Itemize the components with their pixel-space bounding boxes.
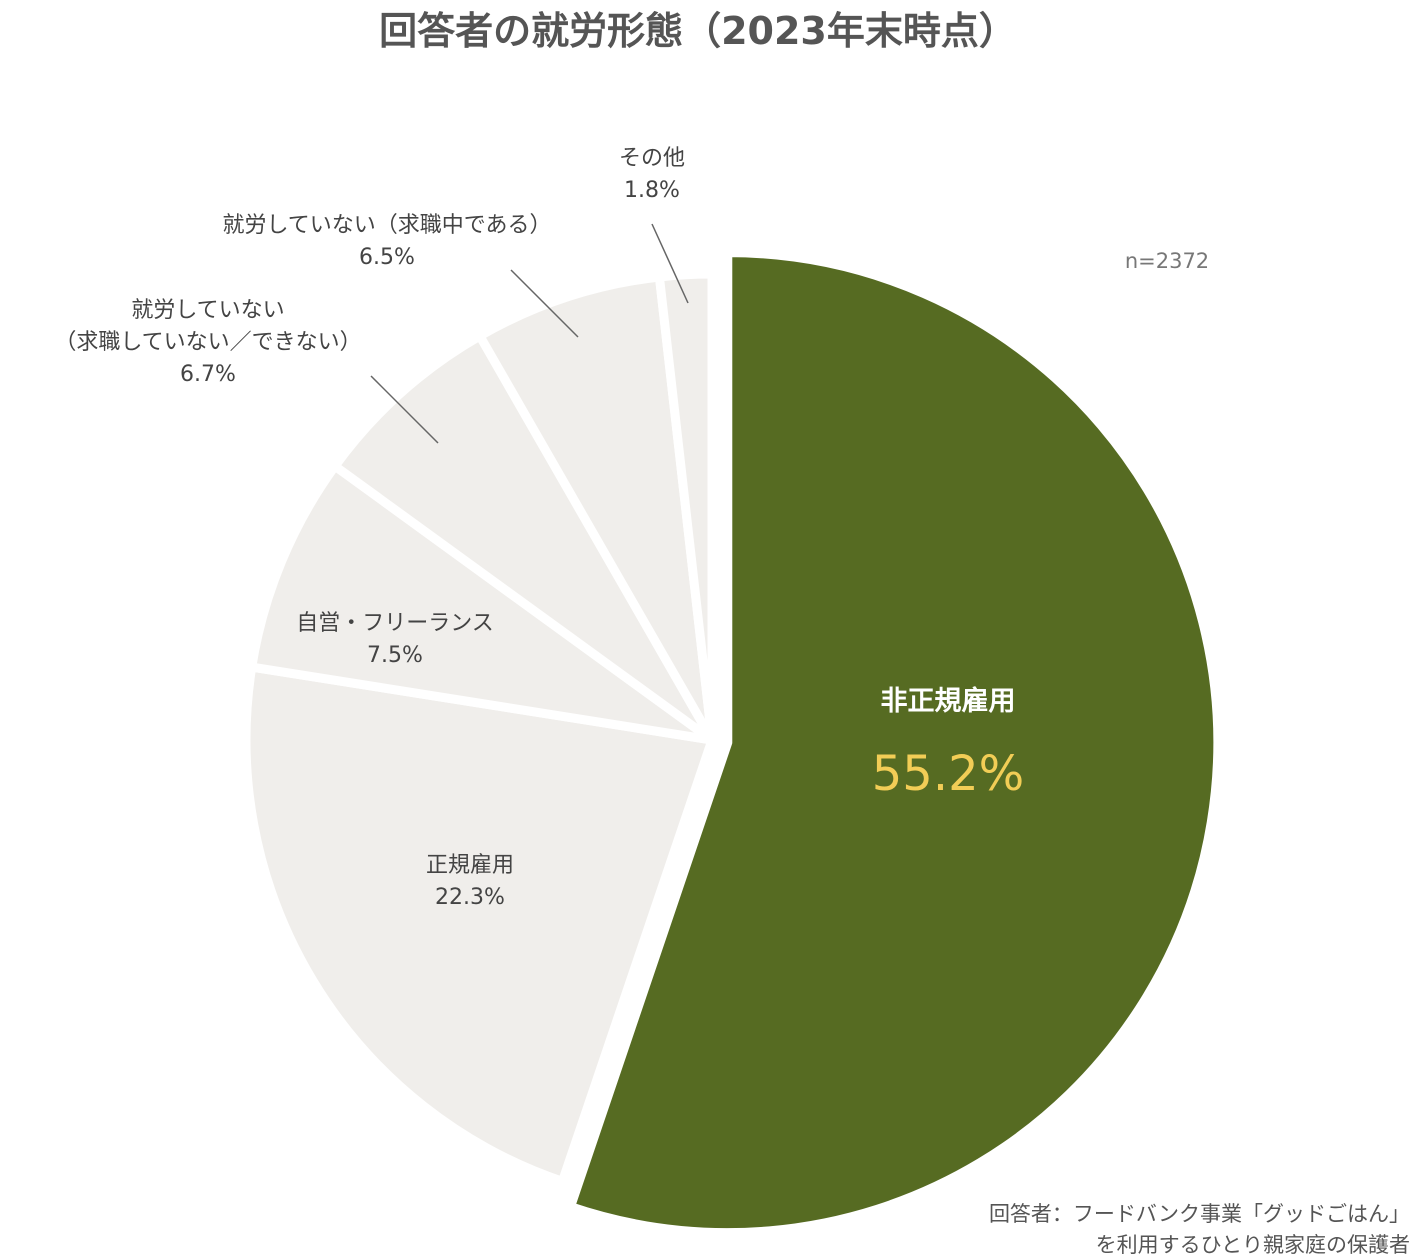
slice-value-5: 6.5% bbox=[359, 245, 415, 270]
pie-slice-2 bbox=[241, 662, 717, 1186]
pie-slice-4 bbox=[330, 331, 717, 745]
leader-lines bbox=[370, 223, 689, 444]
chart-title: 回答者の就労形態（2023年末時点） bbox=[379, 9, 1017, 53]
slice-label-4-line-2: （求職していない／できない） bbox=[54, 330, 361, 355]
slice-label-6: その他 bbox=[619, 146, 685, 171]
slice-value-3: 7.5% bbox=[367, 643, 423, 668]
sample-size: n=2372 bbox=[1125, 249, 1209, 273]
pie-slices bbox=[241, 248, 1223, 1238]
slice-value-6: 1.8% bbox=[624, 178, 680, 203]
source-line-1: 回答者：フードバンク事業「グッドごはん」 bbox=[989, 1202, 1410, 1226]
leader-line-6 bbox=[651, 223, 689, 304]
pie-slice-6 bbox=[654, 269, 717, 745]
slice-value-4: 6.7% bbox=[180, 362, 236, 387]
leader-line-5 bbox=[510, 269, 579, 338]
pie-slice-5 bbox=[475, 272, 717, 745]
leader-line-4 bbox=[370, 375, 439, 444]
source-line-2: を利用するひとり親家庭の保護者 bbox=[1096, 1233, 1410, 1257]
slice-label-1: 非正規雇用 bbox=[881, 685, 1016, 717]
pie-slice-3 bbox=[247, 461, 717, 745]
slice-label-2: 正規雇用 bbox=[426, 853, 514, 878]
slice-label-3: 自営・フリーランス bbox=[296, 611, 494, 636]
slice-label-5: 就労していない（求職中である） bbox=[222, 213, 551, 238]
slice-labels: 非正規雇用55.2%正規雇用22.3%自営・フリーランス7.5%就労していない（… bbox=[54, 146, 1024, 910]
slice-label-4-line-1: 就労していない bbox=[131, 298, 284, 323]
slice-value-2: 22.3% bbox=[435, 885, 505, 910]
pie-slice-1 bbox=[566, 248, 1223, 1238]
slice-value-1: 55.2% bbox=[872, 746, 1024, 802]
